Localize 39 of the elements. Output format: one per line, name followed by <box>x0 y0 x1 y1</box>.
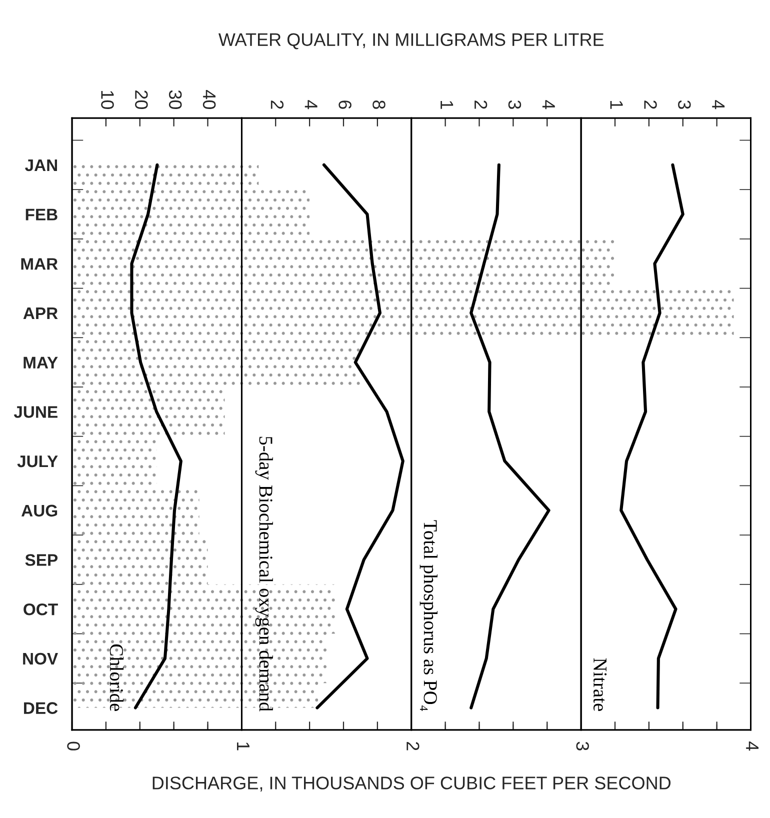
y-tick-label: JAN <box>25 159 57 172</box>
x-tick-label: 1 <box>440 101 454 109</box>
chart-title: WATER QUALITY, IN MILLIGRAMS PER LITRE <box>218 33 604 50</box>
x-tick-label: 1 <box>237 742 250 750</box>
x-tick-label: 3 <box>678 100 691 109</box>
y-tick-label: AUG <box>21 504 58 517</box>
x-tick-label: 8 <box>372 100 386 109</box>
x-tick-label: 2 <box>644 100 657 109</box>
y-tick-label: FEB <box>26 208 58 220</box>
y-tick-label: JUNE <box>14 406 58 418</box>
x-tick-label: 0 <box>67 742 80 750</box>
x-tick-label: 30 <box>168 90 182 109</box>
text: Total phosphorus as PO₄ <box>420 520 438 711</box>
x-tick-label: 4 <box>542 100 555 110</box>
x-tick-label: 4 <box>712 100 725 110</box>
y-tick-label: JULY <box>17 456 58 468</box>
x-tick-label: 3 <box>508 100 522 109</box>
text: 5-day Biochemical oxygen demand <box>255 436 273 712</box>
x-tick-label: 10 <box>101 91 114 109</box>
y-tick-label: MAR <box>21 258 58 270</box>
x-axis-title: DISCHARGE, IN THOUSANDS OF CUBIC FEET PER SECOND <box>152 776 671 792</box>
text: Chloride <box>110 644 124 711</box>
x-tick-label: 2 <box>474 100 488 109</box>
y-tick-label: SEP <box>25 554 58 566</box>
x-tick-label: 4 <box>746 742 759 751</box>
y-tick-label: OCT <box>24 603 58 616</box>
y-tick-label: NOV <box>23 652 58 665</box>
y-tick-label: DEC <box>24 702 58 714</box>
x-tick-label: 40 <box>202 90 216 109</box>
x-tick-label: 2 <box>270 100 284 109</box>
x-tick-label: 6 <box>338 100 352 109</box>
text: Nitrate <box>593 658 607 711</box>
x-tick-label: 4 <box>304 100 318 110</box>
x-tick-label: 2 <box>406 742 420 750</box>
x-tick-label: 20 <box>135 90 148 109</box>
y-tick-label: MAY <box>24 356 58 368</box>
x-tick-label: 3 <box>576 742 589 750</box>
y-tick-label: APR <box>23 308 58 320</box>
x-tick-label: 1 <box>610 101 623 109</box>
